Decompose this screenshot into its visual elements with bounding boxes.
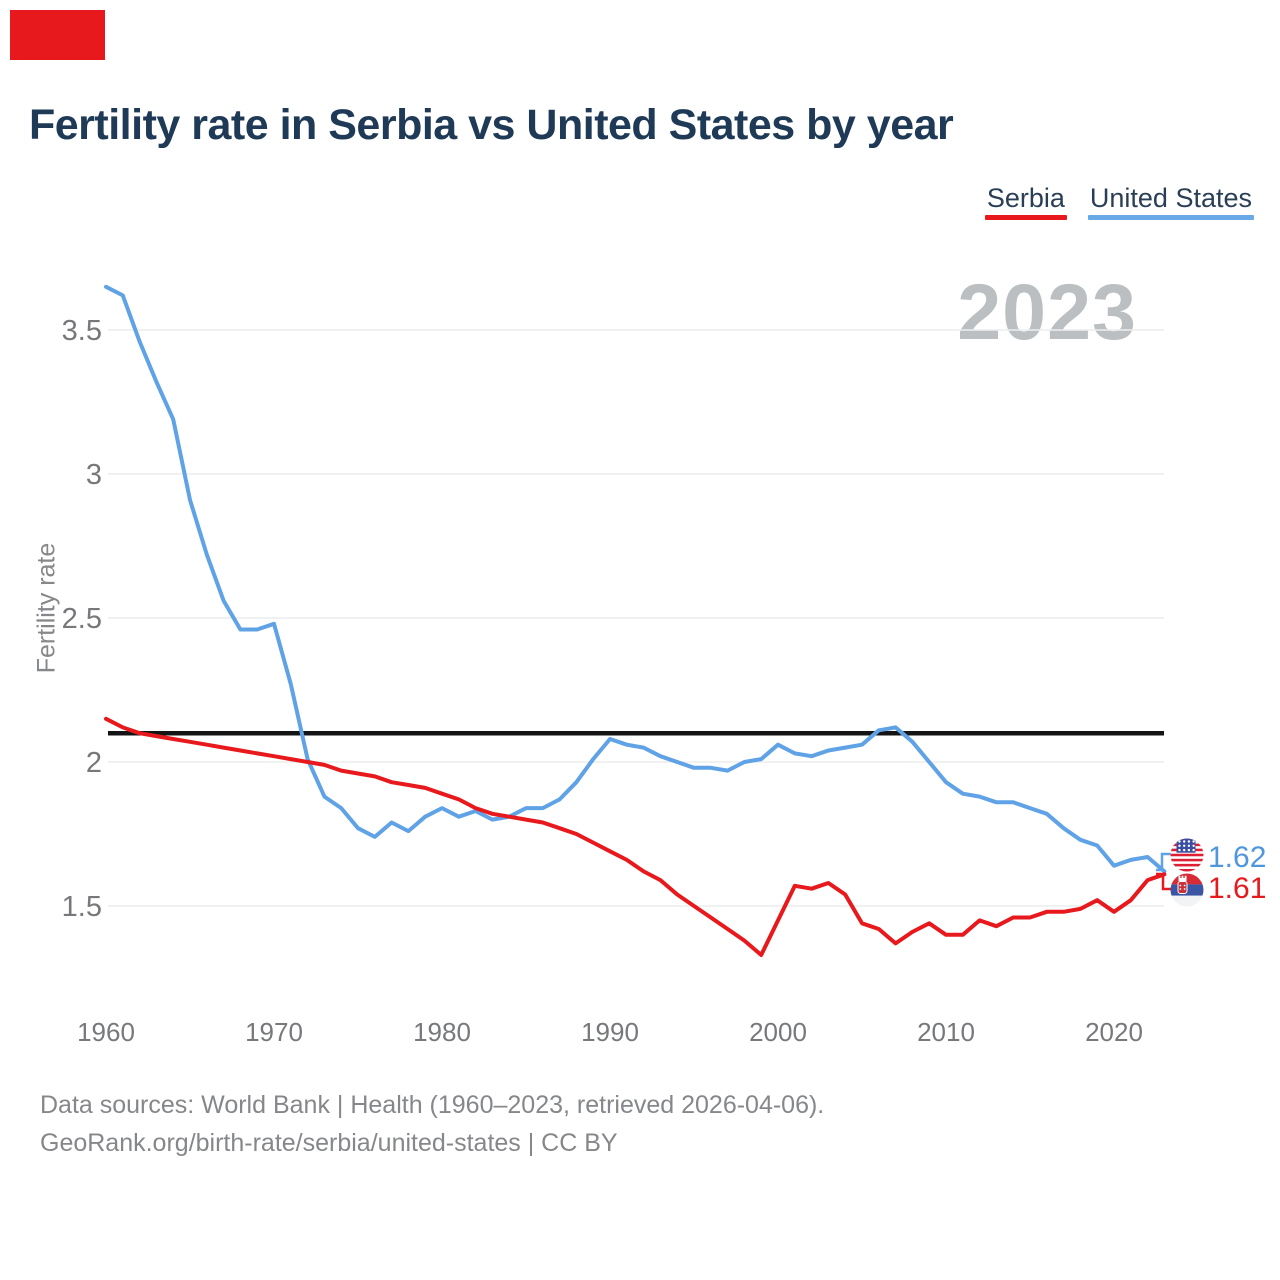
page-title: Fertility rate in Serbia vs United State… <box>29 101 954 149</box>
annotation-rectangle <box>10 10 105 60</box>
end-label-serbia: 1.61 <box>1208 872 1266 905</box>
y-tick-label: 3.5 <box>62 315 102 347</box>
legend-item-united-states[interactable]: United States <box>1087 183 1254 220</box>
y-tick-label: 3 <box>86 459 102 491</box>
serbia-flag-icon <box>1170 873 1204 907</box>
legend-item-serbia[interactable]: Serbia <box>984 183 1067 220</box>
series-line-serbia <box>104 716 1167 957</box>
legend-label-united-states: United States <box>1089 183 1252 213</box>
serbia-label-connector <box>1156 872 1171 891</box>
series-line-united-states <box>104 284 1167 874</box>
x-tick-label: 2010 <box>917 1017 975 1047</box>
us-label-connector <box>1156 852 1171 872</box>
end-label-united-states: 1.62 <box>1208 841 1266 874</box>
x-tick-label: 1990 <box>581 1017 639 1047</box>
y-tick-label: 2.5 <box>62 603 102 635</box>
legend: Serbia United States <box>984 183 1254 220</box>
x-tick-label: 1960 <box>77 1017 135 1047</box>
year-watermark: 2023 <box>957 267 1137 356</box>
x-tick-label: 1980 <box>413 1017 471 1047</box>
y-tick-label: 1.5 <box>62 891 102 923</box>
legend-underline-united-states <box>1087 215 1254 220</box>
x-tick-label: 2020 <box>1085 1017 1143 1047</box>
footer-attribution-line: GeoRank.org/birth-rate/serbia/united-sta… <box>40 1129 618 1157</box>
us-flag-icon <box>1170 838 1204 872</box>
x-tick-label: 2000 <box>749 1017 807 1047</box>
legend-underline-serbia <box>984 215 1067 220</box>
legend-label-serbia: Serbia <box>986 183 1065 213</box>
footer: Data sources: World Bank | Health (1960–… <box>40 1086 824 1162</box>
y-tick-label: 2 <box>86 747 102 779</box>
footer-sources-line: Data sources: World Bank | Health (1960–… <box>40 1091 825 1119</box>
x-tick-label: 1970 <box>245 1017 303 1047</box>
